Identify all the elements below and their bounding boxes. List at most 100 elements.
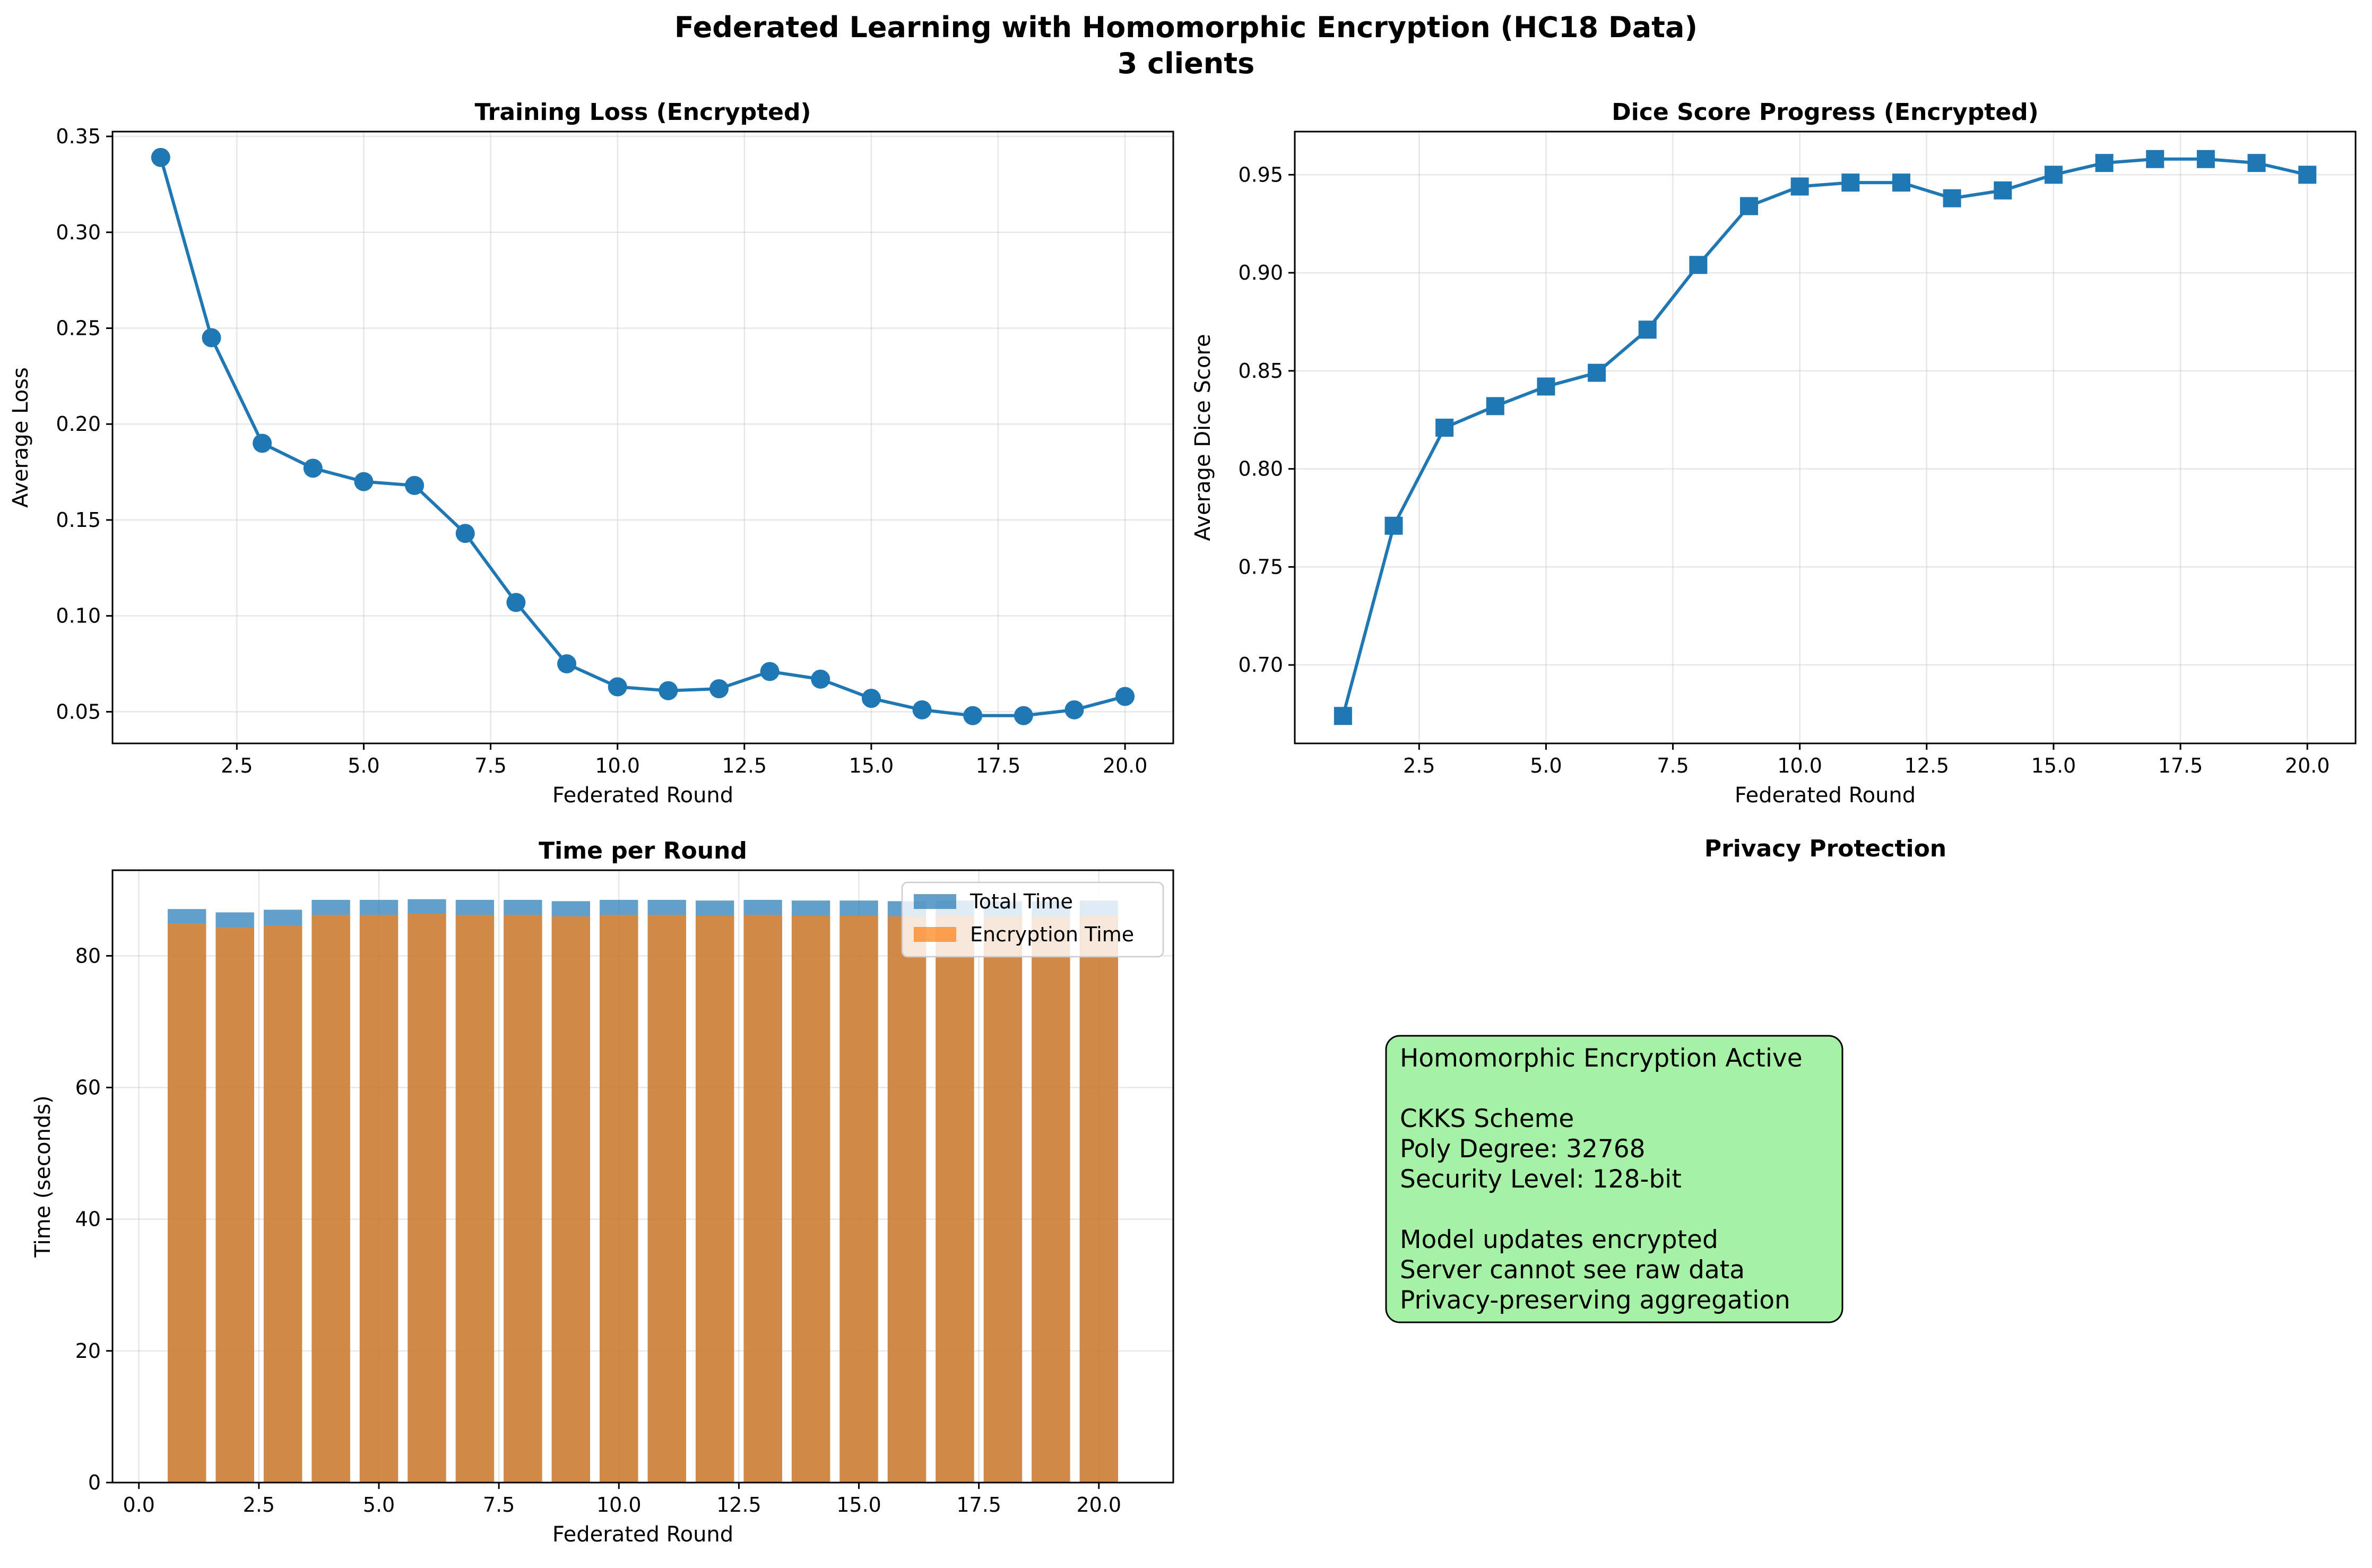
y-tick-label: 0.80 bbox=[1238, 457, 1283, 481]
y-tick-label: 0.10 bbox=[56, 604, 101, 628]
x-tick-label: 2.5 bbox=[221, 754, 253, 777]
x-tick-label: 10.0 bbox=[595, 754, 640, 777]
y-tick-label: 0.70 bbox=[1238, 653, 1283, 677]
y-tick-label: 0.85 bbox=[1238, 359, 1283, 383]
x-tick-label: 12.5 bbox=[722, 754, 767, 777]
data-point bbox=[303, 458, 323, 478]
data-point bbox=[202, 328, 221, 348]
x-tick-label: 7.5 bbox=[474, 754, 506, 777]
privacy-line-9: Privacy-preserving aggregation bbox=[1400, 1286, 1790, 1315]
data-point bbox=[2146, 150, 2165, 168]
chart-title: Training Loss (Encrypted) bbox=[474, 99, 811, 126]
privacy-line-7: Model updates encrypted bbox=[1400, 1225, 1718, 1254]
y-tick-label: 80 bbox=[75, 944, 101, 967]
x-tick-label: 20.0 bbox=[1076, 1493, 1121, 1517]
legend-label: Encryption Time bbox=[970, 923, 1134, 946]
y-axis-label: Average Loss bbox=[8, 367, 33, 508]
encryption-time-bar bbox=[1032, 916, 1070, 1483]
encryption-time-bar bbox=[168, 923, 206, 1483]
data-point bbox=[151, 148, 170, 167]
privacy-line-4: Poly Degree: 32768 bbox=[1400, 1134, 1646, 1164]
x-tick-label: 20.0 bbox=[1103, 754, 1148, 777]
data-point bbox=[659, 681, 678, 700]
privacy-info-box bbox=[1385, 1035, 1843, 1323]
data-point bbox=[2298, 166, 2317, 184]
data-point bbox=[760, 662, 780, 681]
axes-frame bbox=[1294, 131, 2357, 744]
data-point bbox=[912, 700, 932, 720]
chart-title: Dice Score Progress (Encrypted) bbox=[1612, 99, 2039, 126]
data-point bbox=[2044, 166, 2063, 184]
x-tick-label: 2.5 bbox=[1403, 754, 1435, 777]
privacy-line-3: CKKS Scheme bbox=[1400, 1104, 1574, 1133]
y-tick-label: 0.30 bbox=[56, 221, 101, 244]
legend-swatch bbox=[914, 927, 956, 942]
data-point bbox=[2247, 154, 2266, 172]
encryption-time-bar bbox=[839, 915, 878, 1483]
data-point bbox=[354, 472, 374, 491]
x-tick-label: 15.0 bbox=[836, 1493, 881, 1517]
legend-swatch bbox=[914, 894, 956, 909]
encryption-time-bar bbox=[1079, 915, 1118, 1483]
encryption-time-bar bbox=[504, 915, 542, 1483]
encryption-time-bar bbox=[887, 916, 927, 1483]
data-point bbox=[405, 475, 425, 495]
data-point bbox=[1334, 707, 1352, 725]
x-axis-label: Federated Round bbox=[552, 783, 733, 808]
data-point bbox=[1790, 177, 1809, 196]
data-point bbox=[2095, 154, 2114, 172]
data-point bbox=[557, 654, 577, 674]
data-point bbox=[861, 689, 881, 708]
x-tick-label: 5.0 bbox=[1530, 754, 1562, 777]
dice-score-chart: 2.5 5.0 7.5 10.0 12.5 15.0 17.5 20.0 0.70 0.75 0.8… bbox=[1191, 99, 2357, 808]
encryption-time-bar bbox=[311, 915, 350, 1483]
x-tick-label: 17.5 bbox=[956, 1493, 1001, 1517]
data-point bbox=[1588, 363, 1606, 382]
y-tick-label: 0.20 bbox=[56, 412, 101, 436]
data-point bbox=[1384, 516, 1403, 535]
x-tick-label: 15.0 bbox=[849, 754, 894, 777]
x-axis-label: Federated Round bbox=[1735, 783, 1916, 808]
privacy-panel-title: Privacy Protection bbox=[1704, 835, 1946, 862]
data-point bbox=[709, 679, 729, 698]
chart-title: Time per Round bbox=[539, 837, 747, 864]
encryption-time-bar bbox=[359, 915, 399, 1483]
x-tick-label: 2.5 bbox=[243, 1493, 275, 1517]
y-tick-label: 20 bbox=[75, 1339, 101, 1363]
x-tick-label: 7.5 bbox=[1657, 754, 1689, 777]
data-point bbox=[811, 669, 830, 689]
data-point bbox=[2196, 150, 2215, 168]
data-point bbox=[1892, 174, 1910, 192]
x-tick-label: 15.0 bbox=[2031, 754, 2076, 777]
encryption-time-bar bbox=[455, 915, 495, 1483]
y-tick-label: 0.75 bbox=[1238, 555, 1283, 578]
y-tick-label: 0.95 bbox=[1238, 163, 1283, 186]
time-per-round-chart: 0.0 2.5 5.0 7.5 10.0 12.5 15.0 17.5 20.0 0 20 40 60 8… bbox=[31, 837, 1174, 1547]
x-tick-label: 5.0 bbox=[348, 754, 379, 777]
privacy-line-5: Security Level: 128-bit bbox=[1400, 1165, 1682, 1194]
data-point bbox=[1064, 700, 1084, 720]
y-tick-label: 40 bbox=[75, 1208, 101, 1231]
encryption-time-bar bbox=[647, 915, 686, 1483]
data-point bbox=[1994, 181, 2012, 200]
axes-frame bbox=[111, 869, 1174, 1484]
data-point bbox=[1486, 397, 1504, 415]
data-point bbox=[1689, 256, 1708, 274]
y-tick-label: 0.15 bbox=[56, 508, 101, 532]
privacy-line-8: Server cannot see raw data bbox=[1400, 1255, 1745, 1285]
encryption-time-bar bbox=[551, 916, 591, 1483]
y-tick-label: 0.05 bbox=[56, 700, 101, 723]
data-point bbox=[506, 593, 526, 612]
data-point bbox=[455, 524, 475, 543]
legend-box bbox=[901, 881, 1164, 958]
data-point bbox=[1537, 377, 1555, 396]
encryption-time-bar bbox=[936, 915, 974, 1483]
data-point bbox=[1943, 189, 1961, 207]
axes-frame bbox=[111, 131, 1174, 744]
encryption-time-bar bbox=[215, 927, 254, 1483]
privacy-protection-panel: Privacy Protection Homomorphic Encryptio… bbox=[1385, 835, 1946, 1323]
x-axis-label: Federated Round bbox=[552, 1522, 733, 1547]
y-tick-label: 60 bbox=[75, 1076, 101, 1099]
encryption-time-bar bbox=[791, 915, 830, 1483]
